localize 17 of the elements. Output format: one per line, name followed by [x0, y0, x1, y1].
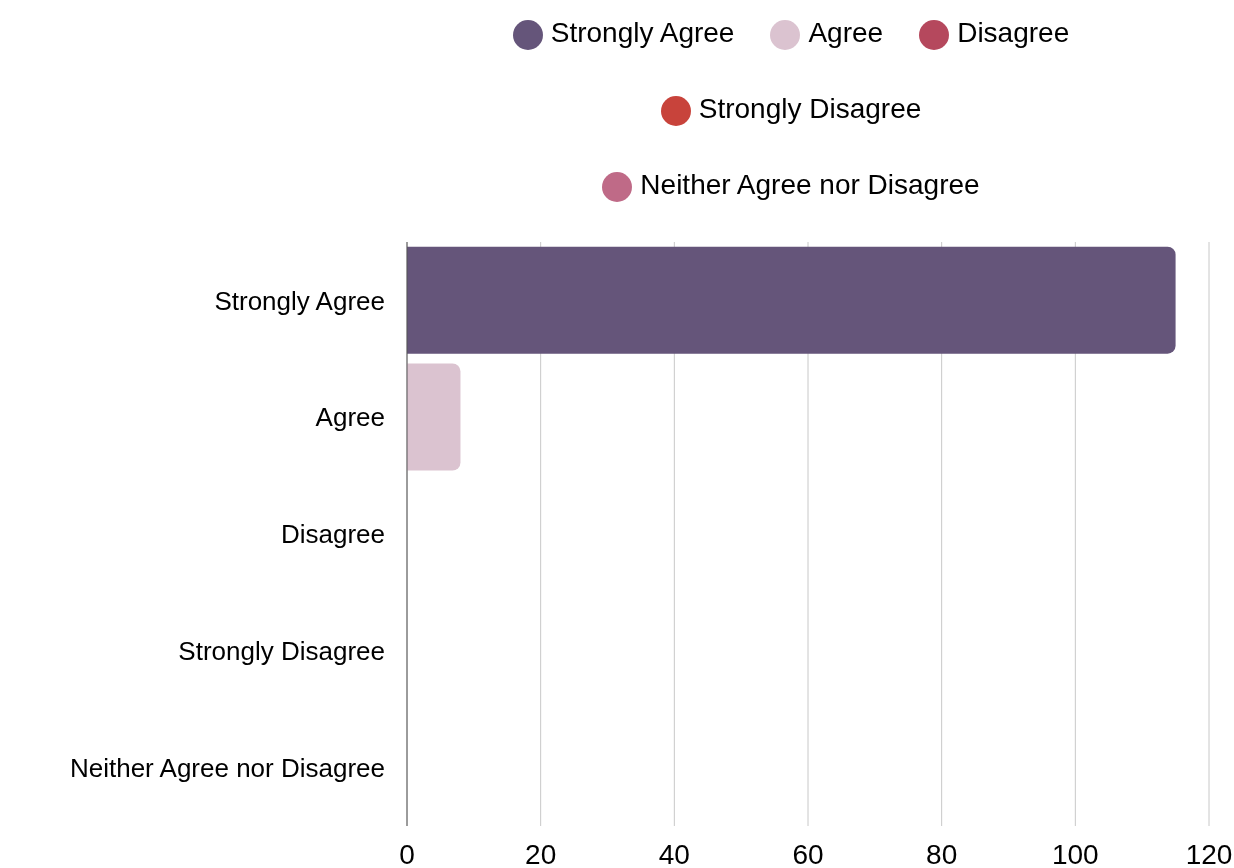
legend-label: Strongly Agree [550, 17, 735, 48]
y-tick-label: Disagree [280, 519, 385, 550]
y-tick-label: Strongly Agree [214, 285, 385, 316]
y-tick-label: Agree [315, 402, 385, 433]
x-tick-label: 20 [525, 838, 557, 868]
x-tick-label: 120 [1185, 838, 1233, 868]
legend-label: Agree [808, 17, 884, 48]
x-tick-label: 80 [926, 838, 958, 868]
legend-label: Disagree [957, 17, 1070, 48]
legend-label: Strongly Disagree [698, 93, 922, 124]
x-tick-label: 0 [399, 838, 415, 868]
x-tick-label: 60 [792, 838, 824, 868]
legend-label: Neither Agree nor Disagree [640, 169, 980, 200]
x-tick-label: 40 [658, 838, 690, 868]
x-tick-label: 100 [1051, 838, 1099, 868]
y-tick-label: Neither Agree nor Disagree [69, 752, 385, 783]
y-tick-label: Strongly Disagree [178, 636, 385, 667]
